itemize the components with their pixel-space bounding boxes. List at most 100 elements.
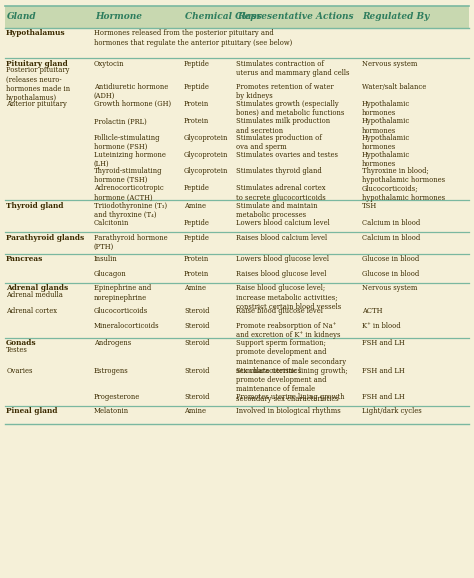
Text: Stimulates production of
ova and sperm: Stimulates production of ova and sperm [236,134,322,151]
Text: Peptide: Peptide [184,184,210,192]
Text: Glycoprotein: Glycoprotein [184,167,228,175]
Text: Promotes uterine lining growth: Promotes uterine lining growth [236,393,345,401]
Text: Stimulate and maintain
metabolic processes: Stimulate and maintain metabolic process… [236,202,318,219]
Text: K⁺ in blood: K⁺ in blood [362,322,400,330]
Text: Peptide: Peptide [184,83,210,91]
Text: Steroid: Steroid [184,307,210,316]
Text: Hormone: Hormone [95,12,142,21]
Text: Follicle-stimulating
hormone (FSH): Follicle-stimulating hormone (FSH) [94,134,160,151]
Text: Growth hormone (GH): Growth hormone (GH) [94,100,171,108]
Text: Gonads: Gonads [6,339,37,347]
Text: Calcium in blood: Calcium in blood [362,219,420,227]
Text: Pituitary gland: Pituitary gland [6,60,68,68]
Text: Antidiuretic hormone
(ADH): Antidiuretic hormone (ADH) [94,83,168,100]
Text: Chemical Class: Chemical Class [185,12,262,21]
Text: Promotes retention of water
by kidneys: Promotes retention of water by kidneys [236,83,334,100]
Text: Support sperm formation;
promote development and
maintenance of male secondary
s: Support sperm formation; promote develop… [236,339,346,375]
Text: Adrenocorticotropic
hormone (ACTH): Adrenocorticotropic hormone (ACTH) [94,184,164,202]
Text: Oxytocin: Oxytocin [94,60,124,68]
Text: Protein: Protein [184,270,209,278]
Text: Regulated By: Regulated By [363,12,430,21]
Text: Representative Actions: Representative Actions [237,12,354,21]
Text: Hypothalamic
hormones: Hypothalamic hormones [362,134,410,151]
Text: Hypothalamus: Hypothalamus [6,29,66,38]
Text: Steroid: Steroid [184,339,210,347]
Text: FSH and LH: FSH and LH [362,367,404,375]
Text: Hypothalamic
hormones: Hypothalamic hormones [362,100,410,117]
Text: Glycoprotein: Glycoprotein [184,151,228,159]
Text: FSH and LH: FSH and LH [362,339,404,347]
Text: Progesterone: Progesterone [94,393,140,401]
Text: Thyroxine in blood;
hypothalamic hormones: Thyroxine in blood; hypothalamic hormone… [362,167,445,184]
Text: Glucagon: Glucagon [94,270,127,278]
Text: Protein: Protein [184,255,209,264]
Text: Promote reabsorption of Na⁺
and excretion of K⁺ in kidneys: Promote reabsorption of Na⁺ and excretio… [236,322,340,339]
Text: Testes: Testes [6,346,28,354]
Text: Stimulates growth (especially
bones) and metabolic functions: Stimulates growth (especially bones) and… [236,100,345,117]
Text: Stimulates adrenal cortex
to secrete glucocorticoids: Stimulates adrenal cortex to secrete glu… [236,184,326,202]
Text: Adrenal medulla: Adrenal medulla [6,291,63,299]
Text: Gland: Gland [7,12,36,21]
Text: Glycoprotein: Glycoprotein [184,134,228,142]
Text: Steroid: Steroid [184,367,210,375]
Text: Raise blood glucose level: Raise blood glucose level [236,307,323,316]
Text: Water/salt balance: Water/salt balance [362,83,426,91]
Text: Luteinizing hormone
(LH): Luteinizing hormone (LH) [94,151,166,168]
Text: Thyroid-stimulating
hormone (TSH): Thyroid-stimulating hormone (TSH) [94,167,163,184]
Text: Stimulates thyroid gland: Stimulates thyroid gland [236,167,322,175]
Text: Lowers blood calcium level: Lowers blood calcium level [236,219,330,227]
Text: Posterior pituitary
(releases neuro-
hormones made in
hypothalamus): Posterior pituitary (releases neuro- hor… [6,66,70,102]
Text: Nervous system: Nervous system [362,60,417,68]
Text: Raise blood glucose level;
increase metabolic activities;
constrict certain bloo: Raise blood glucose level; increase meta… [236,284,341,311]
Text: Involved in biological rhythms: Involved in biological rhythms [236,407,341,416]
Text: Stimulates milk production
and secretion: Stimulates milk production and secretion [236,117,330,135]
Text: Calcitonin: Calcitonin [94,219,129,227]
Text: Insulin: Insulin [94,255,118,264]
Text: Anterior pituitary: Anterior pituitary [6,100,67,108]
Text: Estrogens: Estrogens [94,367,128,375]
Text: Protein: Protein [184,100,209,108]
Text: Triiodothyronine (T₃)
and thyroxine (T₄): Triiodothyronine (T₃) and thyroxine (T₄) [94,202,167,219]
Text: Glucocorticoids;
hypothalamic hormones: Glucocorticoids; hypothalamic hormones [362,184,445,202]
Text: Hypothalamic
hormones: Hypothalamic hormones [362,151,410,168]
Text: Ovaries: Ovaries [6,367,33,375]
Text: Thyroid gland: Thyroid gland [6,202,64,210]
FancyBboxPatch shape [5,6,469,28]
Text: Hormones released from the posterior pituitary and
hormones that regulate the an: Hormones released from the posterior pit… [94,29,292,47]
Text: TSH: TSH [362,202,377,210]
Text: Glucocorticoids: Glucocorticoids [94,307,148,316]
Text: ACTH: ACTH [362,307,382,316]
Text: Amine: Amine [184,407,206,416]
Text: Stimulate uterine lining growth;
promote development and
maintenance of female
s: Stimulate uterine lining growth; promote… [236,367,347,403]
Text: Epinephrine and
norepinephrine: Epinephrine and norepinephrine [94,284,151,302]
Text: Amine: Amine [184,202,206,210]
Text: Peptide: Peptide [184,234,210,242]
Text: Pineal gland: Pineal gland [6,407,58,416]
Text: Peptide: Peptide [184,219,210,227]
Text: Stimulates contraction of
uterus and mammary gland cells: Stimulates contraction of uterus and mam… [236,60,349,77]
Text: Nervous system: Nervous system [362,284,417,292]
Text: Adrenal cortex: Adrenal cortex [6,307,57,316]
Text: Parathyroid hormone
(PTH): Parathyroid hormone (PTH) [94,234,167,251]
Text: Pancreas: Pancreas [6,255,44,264]
Text: Stimulates ovaries and testes: Stimulates ovaries and testes [236,151,338,159]
Text: Glucose in blood: Glucose in blood [362,255,419,264]
Text: Raises blood calcium level: Raises blood calcium level [236,234,327,242]
Text: Hypothalamic
hormones: Hypothalamic hormones [362,117,410,135]
Text: Steroid: Steroid [184,322,210,330]
Text: Androgens: Androgens [94,339,131,347]
Text: Melatonin: Melatonin [94,407,129,416]
Text: Peptide: Peptide [184,60,210,68]
Text: Parathyroid glands: Parathyroid glands [6,234,84,242]
Text: FSH and LH: FSH and LH [362,393,404,401]
Text: Protein: Protein [184,117,209,125]
Text: Raises blood glucose level: Raises blood glucose level [236,270,327,278]
Text: Lowers blood glucose level: Lowers blood glucose level [236,255,329,264]
Text: Steroid: Steroid [184,393,210,401]
Text: Adrenal glands: Adrenal glands [6,284,68,292]
Text: Calcium in blood: Calcium in blood [362,234,420,242]
Text: Light/dark cycles: Light/dark cycles [362,407,421,416]
Text: Mineralocorticoids: Mineralocorticoids [94,322,159,330]
Text: Amine: Amine [184,284,206,292]
Text: Glucose in blood: Glucose in blood [362,270,419,278]
